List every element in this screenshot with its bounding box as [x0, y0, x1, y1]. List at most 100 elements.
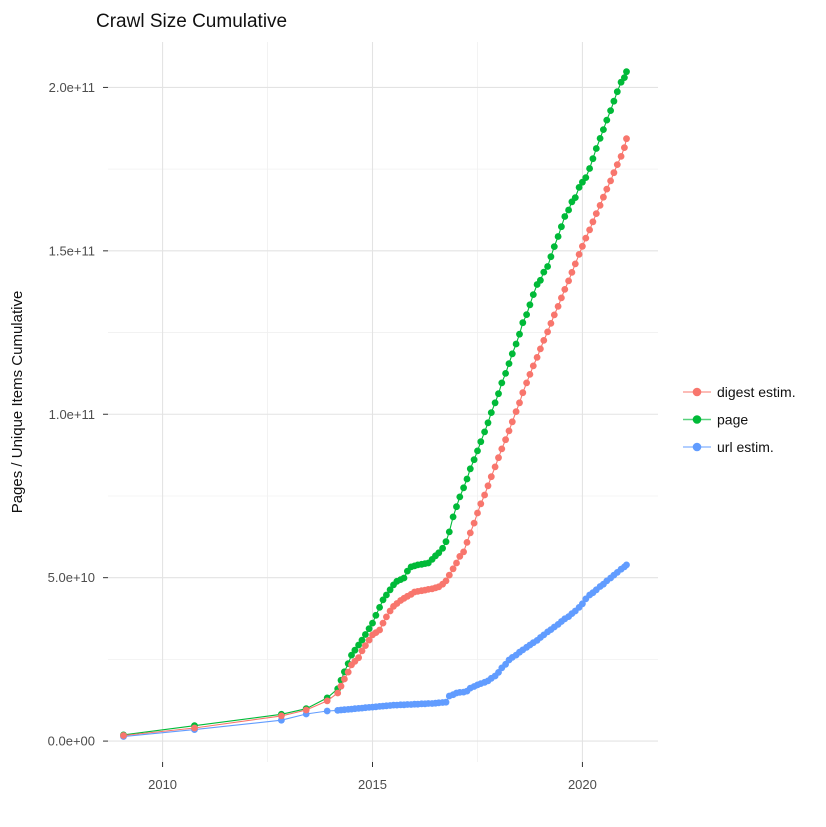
data-point [278, 712, 285, 720]
data-point [523, 311, 530, 318]
data-point [600, 193, 607, 201]
data-point [351, 646, 359, 654]
data-point [505, 360, 513, 367]
data-point [466, 465, 474, 473]
data-point [540, 268, 548, 276]
data-point [502, 370, 509, 377]
data-point [365, 625, 373, 633]
data-point [561, 286, 569, 293]
data-point [537, 345, 544, 353]
data-point [376, 626, 383, 634]
data-point [341, 675, 348, 683]
data-point [453, 559, 460, 567]
data-point [474, 509, 481, 517]
data-point [508, 418, 516, 426]
data-point [623, 561, 630, 569]
data-point [435, 549, 443, 557]
data-point [547, 253, 555, 261]
data-point [379, 619, 387, 627]
data-point [372, 611, 380, 619]
data-point [386, 586, 394, 594]
data-point [439, 544, 446, 552]
series-line-url-estim [123, 564, 627, 738]
data-point [544, 263, 551, 270]
data-point [453, 503, 460, 511]
axis-tick-labels: 2010 2015 2020 0.0e+00 5.0e+10 1.0e+11 1.5e+11… [48, 80, 597, 792]
data-point [512, 340, 520, 348]
legend-entry-page: page [683, 412, 748, 428]
y-tick-label: 2.0e+11 [49, 80, 95, 95]
legend-label: digest estim. [717, 384, 796, 400]
data-point [565, 277, 572, 285]
data-point [302, 706, 310, 714]
data-point [463, 475, 471, 483]
data-point [607, 107, 614, 114]
data-point [554, 303, 562, 310]
data-point [610, 97, 618, 105]
axis-ticks [103, 86, 583, 767]
legend-entry-digest-estim: digest estim. [683, 384, 796, 400]
series-url-estim [120, 561, 630, 740]
data-point [575, 184, 583, 191]
data-point [519, 319, 527, 327]
data-point [526, 371, 534, 378]
data-point [526, 301, 534, 309]
data-point [362, 642, 369, 649]
data-point [383, 613, 390, 621]
data-point [502, 436, 509, 444]
y-tick-label: 0.0e+00 [48, 734, 95, 749]
data-point [571, 260, 579, 268]
data-point [607, 177, 614, 185]
data-point [603, 116, 611, 124]
data-point [463, 539, 471, 546]
data-point [477, 500, 485, 508]
data-point [323, 697, 331, 705]
data-point [550, 311, 558, 319]
data-series-layer [120, 68, 630, 740]
data-point [533, 354, 541, 361]
data-point [445, 528, 453, 536]
data-point [589, 218, 597, 226]
data-point [376, 604, 383, 611]
data-point [487, 409, 495, 416]
data-point [586, 165, 593, 172]
data-point [516, 399, 523, 407]
data-point [582, 174, 590, 182]
legend-key-point [692, 387, 702, 397]
data-point [484, 482, 492, 490]
data-point [491, 399, 499, 407]
data-point [495, 390, 502, 398]
data-point [484, 419, 492, 427]
data-point [613, 88, 621, 96]
data-point [442, 577, 450, 585]
data-point [344, 668, 352, 676]
y-tick-label: 5.0e+10 [48, 570, 95, 585]
data-point [498, 445, 506, 453]
data-point [355, 641, 362, 649]
data-point [191, 724, 198, 732]
legend-key-point [692, 442, 702, 452]
data-point [358, 647, 366, 655]
data-point [575, 251, 583, 258]
data-point [554, 233, 562, 240]
data-point [589, 155, 597, 163]
data-point [442, 698, 450, 706]
data-point [529, 362, 537, 370]
y-axis-title: Pages / Unique Items Cumulative [9, 291, 26, 514]
data-point [565, 206, 572, 214]
data-point [474, 447, 481, 455]
legend-key-point [692, 415, 702, 424]
data-point [561, 213, 569, 220]
data-point [362, 631, 369, 638]
data-point [623, 68, 630, 76]
chart-title: Crawl Size Cumulative [96, 11, 287, 32]
series-page [120, 68, 630, 739]
data-point [337, 682, 345, 690]
data-point [623, 135, 630, 143]
series-line-digest-estim [123, 138, 628, 737]
y-tick-label: 1.0e+11 [49, 407, 95, 422]
data-point [383, 591, 390, 599]
data-point [358, 636, 366, 644]
data-point [445, 571, 453, 579]
